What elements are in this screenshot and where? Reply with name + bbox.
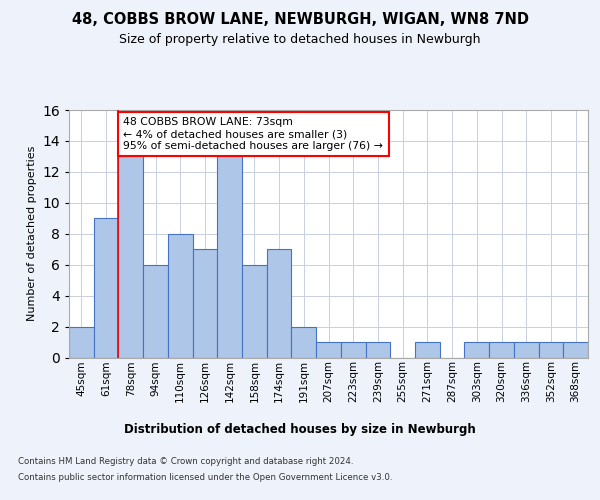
Bar <box>69 326 94 358</box>
Bar <box>118 156 143 358</box>
Text: 48, COBBS BROW LANE, NEWBURGH, WIGAN, WN8 7ND: 48, COBBS BROW LANE, NEWBURGH, WIGAN, WN… <box>71 12 529 28</box>
Bar <box>563 342 588 357</box>
Text: Contains HM Land Registry data © Crown copyright and database right 2024.: Contains HM Land Registry data © Crown c… <box>18 458 353 466</box>
Text: Distribution of detached houses by size in Newburgh: Distribution of detached houses by size … <box>124 422 476 436</box>
Bar <box>94 218 118 358</box>
Bar <box>316 342 341 357</box>
Bar <box>365 342 390 357</box>
Bar <box>539 342 563 357</box>
Bar <box>143 264 168 358</box>
Bar <box>193 249 217 358</box>
Bar <box>489 342 514 357</box>
Bar <box>217 156 242 358</box>
Y-axis label: Number of detached properties: Number of detached properties <box>26 146 37 322</box>
Bar <box>242 264 267 358</box>
Bar <box>514 342 539 357</box>
Text: Contains public sector information licensed under the Open Government Licence v3: Contains public sector information licen… <box>18 472 392 482</box>
Bar <box>267 249 292 358</box>
Bar <box>341 342 365 357</box>
Bar <box>415 342 440 357</box>
Bar <box>168 234 193 358</box>
Bar <box>464 342 489 357</box>
Text: Size of property relative to detached houses in Newburgh: Size of property relative to detached ho… <box>119 32 481 46</box>
Text: 48 COBBS BROW LANE: 73sqm
← 4% of detached houses are smaller (3)
95% of semi-de: 48 COBBS BROW LANE: 73sqm ← 4% of detach… <box>124 118 383 150</box>
Bar <box>292 326 316 358</box>
